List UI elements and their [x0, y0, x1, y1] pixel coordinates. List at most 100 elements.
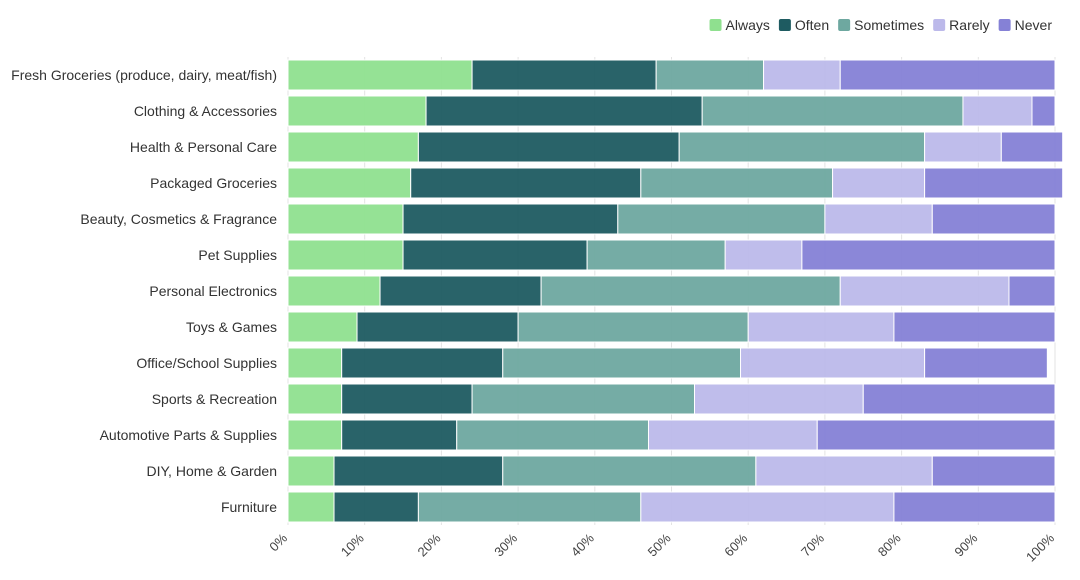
legend-swatch-always	[709, 19, 722, 31]
x-axis-ticks: 0% 10% 20% 30% 40% 50% 60% 70% 80% 90% 100%	[266, 530, 1057, 564]
x-tick-label: 90%	[951, 530, 980, 559]
category-label: Beauty, Cosmetics & Fragrance	[80, 211, 277, 227]
bar-segment-sometimes	[540, 275, 841, 307]
bar-segment-often	[410, 167, 642, 199]
bar-segment-always	[287, 167, 412, 199]
bar-segment-always	[287, 419, 343, 451]
bar-segment-always	[287, 491, 335, 523]
bar-segment-often	[402, 239, 588, 271]
legend-swatch-rarely	[933, 19, 946, 31]
category-label: Sports & Recreation	[152, 391, 277, 407]
bar-segment-sometimes	[502, 455, 757, 487]
bar-segment-often	[341, 347, 504, 379]
legend: Always Often Sometimes Rarely Never	[709, 17, 1053, 33]
bar-segment-rarely	[755, 455, 933, 487]
bar-segment-sometimes	[456, 419, 649, 451]
bar-segment-never	[931, 203, 1056, 235]
legend-label: Always	[726, 17, 770, 33]
bar-segment-often	[379, 275, 542, 307]
category-label: Packaged Groceries	[150, 175, 277, 191]
bar-segment-always	[287, 383, 343, 415]
bar-segment-sometimes	[502, 347, 742, 379]
bar-segment-sometimes	[640, 167, 834, 199]
bar-segment-often	[333, 491, 419, 523]
category-label: Personal Electronics	[149, 283, 277, 299]
bar-segment-always	[287, 59, 473, 91]
category-label: DIY, Home & Garden	[147, 463, 277, 479]
bar-segment-always	[287, 203, 404, 235]
bar-segment-always	[287, 131, 419, 163]
bar-segment-often	[425, 95, 703, 127]
bars	[287, 59, 1064, 523]
bar-segment-always	[287, 347, 343, 379]
legend-label: Often	[795, 17, 829, 33]
bar-segment-often	[471, 59, 657, 91]
category-label: Health & Personal Care	[130, 139, 277, 155]
category-label: Office/School Supplies	[136, 355, 277, 371]
bar-segment-often	[333, 455, 504, 487]
bar-segment-rarely	[694, 383, 864, 415]
bar-segment-never	[801, 239, 1056, 271]
legend-swatch-sometimes	[838, 19, 851, 31]
bar-segment-rarely	[640, 491, 895, 523]
bar-segment-sometimes	[678, 131, 926, 163]
x-tick-label: 60%	[721, 530, 750, 559]
bar-segment-often	[341, 383, 473, 415]
category-label: Clothing & Accessories	[134, 103, 277, 119]
x-tick-label: 80%	[875, 530, 904, 559]
category-label: Toys & Games	[186, 319, 277, 335]
x-tick-label: 40%	[568, 530, 597, 559]
bar-segment-never	[893, 311, 1056, 343]
category-label: Pet Supplies	[198, 247, 277, 263]
legend-label: Sometimes	[854, 17, 924, 33]
bar-segment-never	[1000, 131, 1064, 163]
bar-segment-always	[287, 275, 381, 307]
bar-segment-rarely	[924, 131, 1002, 163]
bar-segment-always	[287, 95, 427, 127]
legend-label: Rarely	[949, 17, 989, 33]
x-tick-label: 100%	[1023, 530, 1057, 564]
bar-segment-sometimes	[586, 239, 726, 271]
x-tick-label: 70%	[798, 530, 827, 559]
bar-segment-never	[893, 491, 1056, 523]
bar-segment-sometimes	[517, 311, 749, 343]
x-tick-label: 50%	[645, 530, 674, 559]
bar-segment-often	[356, 311, 519, 343]
bar-segment-sometimes	[471, 383, 696, 415]
bar-segment-rarely	[724, 239, 803, 271]
x-tick-label: 0%	[266, 530, 290, 554]
bar-segment-never	[1031, 95, 1056, 127]
bar-segment-never	[931, 455, 1056, 487]
bar-segment-sometimes	[617, 203, 826, 235]
bar-segment-always	[287, 311, 358, 343]
bar-segment-rarely	[832, 167, 926, 199]
category-label: Furniture	[221, 499, 277, 515]
legend-swatch-never	[998, 19, 1011, 31]
bar-segment-never	[924, 347, 1048, 379]
x-tick-label: 10%	[338, 530, 367, 559]
bar-segment-always	[287, 239, 404, 271]
bar-segment-never	[839, 59, 1056, 91]
bar-segment-rarely	[740, 347, 926, 379]
bar-segment-rarely	[647, 419, 818, 451]
legend-swatch-often	[778, 19, 791, 31]
bar-segment-never	[924, 167, 1064, 199]
bar-segment-rarely	[962, 95, 1033, 127]
bar-segment-never	[1008, 275, 1056, 307]
bar-segment-never	[862, 383, 1056, 415]
category-label: Fresh Groceries (produce, dairy, meat/fi…	[11, 67, 277, 83]
category-label: Automotive Parts & Supplies	[100, 427, 277, 443]
x-tick-label: 20%	[415, 530, 444, 559]
category-labels: Fresh Groceries (produce, dairy, meat/fi…	[11, 67, 277, 515]
bar-segment-rarely	[839, 275, 1010, 307]
bar-segment-sometimes	[701, 95, 964, 127]
bar-segment-rarely	[763, 59, 841, 91]
bar-segment-often	[341, 419, 458, 451]
bar-segment-never	[816, 419, 1056, 451]
legend-label: Never	[1015, 17, 1053, 33]
bar-segment-sometimes	[655, 59, 765, 91]
bar-segment-often	[417, 131, 680, 163]
bar-segment-rarely	[824, 203, 933, 235]
bar-segment-always	[287, 455, 335, 487]
